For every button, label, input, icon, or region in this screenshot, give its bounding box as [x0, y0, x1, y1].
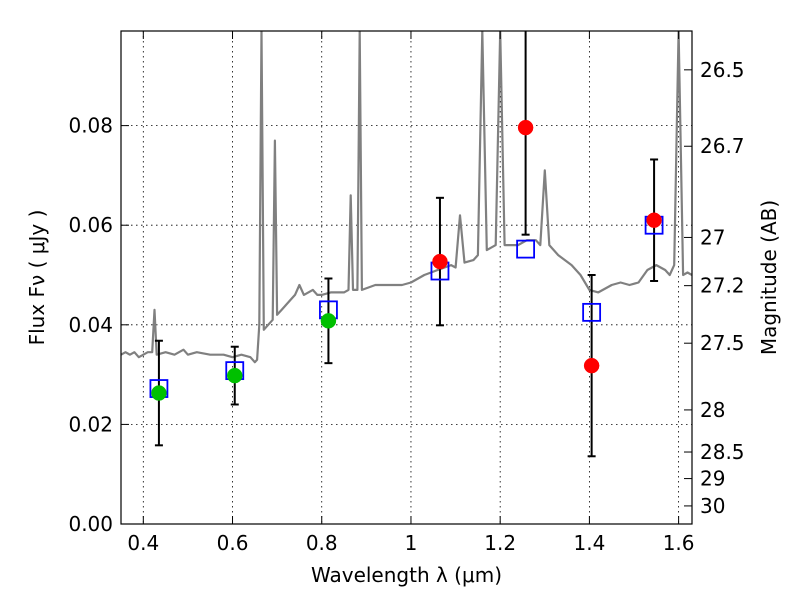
y-tick-label: 0.02	[68, 412, 113, 436]
y-tick-label: 0.04	[68, 313, 113, 337]
mag-tick-label: 26.5	[700, 58, 745, 82]
mag-tick-label: 28	[700, 398, 725, 422]
x-tick-label: 1	[405, 531, 418, 555]
grid-lines	[121, 31, 692, 524]
template-spectrum-line	[121, 31, 692, 364]
mag-tick-label: 28.5	[700, 440, 745, 464]
x-tick-label: 1.4	[573, 531, 605, 555]
x-tick-label: 0.4	[127, 531, 159, 555]
template-spectrum-layer	[121, 31, 692, 364]
green-photometry-point	[151, 385, 167, 401]
red-photometry-point	[517, 119, 534, 136]
x-tick-label: 1.2	[484, 531, 516, 555]
y2-axis-label: Magnitude (AB)	[757, 200, 781, 355]
x-tick-label: 0.8	[306, 531, 338, 555]
mag-tick-label: 29	[700, 467, 725, 491]
red-photometry-point	[583, 357, 600, 374]
green-photometry-point	[320, 313, 337, 329]
y-axis-label: Flux Fν ( μJy )	[25, 210, 49, 346]
y-tick-label: 0.06	[68, 213, 113, 237]
red-photometry-point	[432, 253, 448, 270]
mag-tick-label: 30	[700, 494, 725, 518]
mag-tick-label: 27.2	[700, 274, 745, 298]
x-axis-label: Wavelength λ (μm)	[311, 563, 502, 587]
x-tick-label: 0.6	[217, 531, 249, 555]
axis-ticks: 0.4 0.6 0.8 1 1.2 1.4 1.6 0.00 0.02 0.04 0.06 0.08 2…	[68, 31, 745, 555]
red-photometry-point	[646, 212, 662, 228]
model-square-marker	[516, 239, 536, 259]
x-tick-label: 1.6	[663, 531, 695, 555]
mag-tick-label: 27.5	[700, 331, 745, 355]
plot-frame	[120, 30, 693, 525]
green-photometry-point	[227, 367, 243, 384]
y-tick-label: 0.00	[68, 512, 113, 536]
mag-tick-label: 26.7	[700, 134, 745, 158]
model-square-marker	[582, 302, 602, 322]
y-tick-label: 0.08	[68, 114, 113, 138]
photometry-marker-layer	[149, 31, 664, 458]
mag-tick-label: 27	[700, 225, 725, 249]
